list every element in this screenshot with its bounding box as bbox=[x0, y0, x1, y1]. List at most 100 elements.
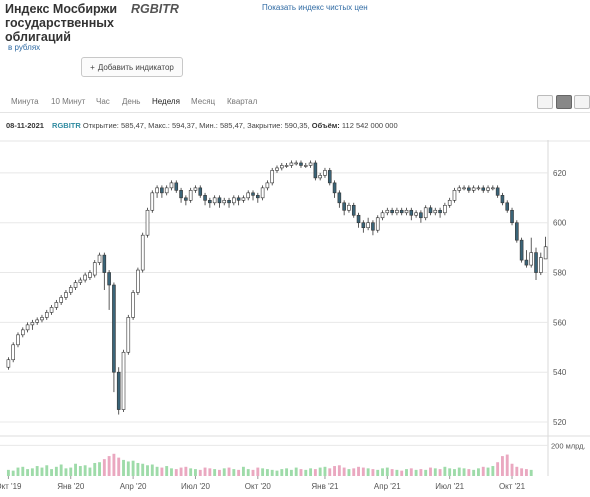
candle bbox=[275, 165, 279, 173]
x-tick-label: Июл '21 bbox=[435, 482, 464, 491]
volume-bar bbox=[400, 470, 404, 476]
bar-chart-icon[interactable] bbox=[574, 95, 590, 109]
candle bbox=[256, 192, 260, 203]
volume-bar bbox=[333, 466, 336, 476]
clean-price-link[interactable]: Показать индекс чистых цен bbox=[262, 3, 368, 12]
candle bbox=[366, 217, 370, 231]
candle bbox=[299, 160, 303, 168]
tab-week[interactable]: Неделя bbox=[152, 97, 180, 106]
candle-body bbox=[318, 175, 322, 179]
candle bbox=[126, 314, 131, 355]
candle bbox=[112, 282, 116, 393]
candle-body bbox=[371, 222, 375, 231]
x-tick-label: Янв '21 bbox=[311, 482, 339, 491]
volume-bar bbox=[11, 470, 15, 476]
candle-body bbox=[500, 195, 505, 204]
volume-bar bbox=[472, 469, 476, 476]
volume-bar bbox=[218, 469, 221, 476]
candle-body bbox=[332, 182, 337, 194]
candlestick-chart[interactable]: 520 540 560 580 600 620 200 млрд. Окт '19 Янв '2… bbox=[0, 140, 590, 497]
candle-body bbox=[49, 307, 54, 313]
candle bbox=[260, 185, 265, 201]
volume-bar bbox=[520, 468, 524, 476]
candle bbox=[342, 200, 346, 216]
candle-body bbox=[529, 252, 533, 266]
candlestick-icon[interactable] bbox=[556, 95, 572, 109]
candle bbox=[327, 167, 332, 186]
candle bbox=[155, 185, 159, 198]
add-indicator-button[interactable]: + Добавить индикатор bbox=[81, 57, 183, 77]
candle bbox=[83, 272, 87, 283]
candle-body bbox=[140, 234, 145, 271]
candle-body bbox=[35, 319, 39, 323]
volume-bar bbox=[529, 469, 533, 476]
volume-bar bbox=[405, 469, 408, 476]
candle bbox=[49, 304, 54, 315]
open-label: Открытие: bbox=[82, 121, 119, 130]
candle-body bbox=[476, 187, 481, 190]
candle-body bbox=[131, 292, 135, 318]
volume-bar bbox=[126, 461, 130, 476]
candle bbox=[116, 367, 121, 415]
volume-bar bbox=[261, 468, 265, 476]
candle-body bbox=[54, 302, 59, 308]
volume-bar bbox=[429, 467, 432, 476]
candle bbox=[500, 192, 505, 206]
candle-body bbox=[519, 239, 524, 261]
tab-minute[interactable]: Минута bbox=[11, 97, 39, 106]
candle-body bbox=[16, 334, 20, 346]
candle-body bbox=[30, 322, 35, 326]
y-tick-label: 620 bbox=[553, 169, 567, 178]
volume-bar bbox=[361, 467, 365, 476]
tab-day[interactable]: День bbox=[122, 97, 141, 106]
volume-bar bbox=[184, 466, 188, 476]
candle-body bbox=[208, 200, 212, 204]
candle-body bbox=[265, 182, 270, 189]
volume-bar bbox=[174, 469, 178, 476]
tab-hour[interactable]: Час bbox=[96, 97, 110, 106]
volume-bar bbox=[107, 456, 111, 476]
candle bbox=[356, 212, 361, 228]
candle-body bbox=[524, 259, 529, 266]
candle-body bbox=[256, 195, 260, 199]
candle bbox=[337, 190, 342, 208]
candle-body bbox=[299, 162, 303, 166]
candle bbox=[505, 200, 510, 213]
candle-body bbox=[25, 324, 30, 331]
candle-body bbox=[160, 187, 164, 194]
candle bbox=[543, 236, 548, 260]
candle-body bbox=[539, 257, 543, 273]
candle-body bbox=[404, 209, 409, 214]
candle bbox=[395, 207, 399, 216]
candle-body bbox=[198, 187, 203, 196]
candle bbox=[54, 299, 59, 310]
ohlc-info-bar: 08-11-2021 RGBITR Открытие: 585,47, Макс… bbox=[6, 121, 398, 130]
volume-bar bbox=[486, 467, 490, 476]
candle-body bbox=[534, 252, 538, 273]
volume-bar bbox=[270, 469, 274, 476]
volume-bar bbox=[275, 470, 279, 476]
candle bbox=[443, 202, 447, 216]
volume-bar bbox=[390, 469, 394, 476]
volume-bar bbox=[203, 467, 207, 476]
candle bbox=[414, 210, 418, 218]
volume-bar bbox=[170, 468, 173, 476]
candle-body bbox=[112, 284, 116, 373]
tab-quarter[interactable]: Квартал bbox=[227, 97, 258, 106]
volume-bar bbox=[424, 469, 428, 476]
volume-bar bbox=[337, 465, 341, 476]
candle bbox=[438, 207, 442, 218]
volume-bar bbox=[438, 469, 442, 476]
title-line-1: Индекс Мосбиржи bbox=[5, 2, 118, 16]
volume-bar bbox=[160, 467, 164, 476]
line-chart-icon[interactable] bbox=[537, 95, 553, 109]
page-title: Индекс Мосбиржи государственных облигаци… bbox=[5, 2, 125, 44]
candle bbox=[385, 207, 390, 216]
volume-bar bbox=[381, 468, 384, 476]
tab-month[interactable]: Месяц bbox=[191, 97, 216, 106]
candle bbox=[35, 317, 39, 325]
candle bbox=[198, 185, 203, 198]
volume-bar bbox=[189, 468, 193, 476]
candle-body bbox=[136, 269, 140, 293]
tab-10-minutes[interactable]: 10 Минут bbox=[51, 97, 86, 106]
